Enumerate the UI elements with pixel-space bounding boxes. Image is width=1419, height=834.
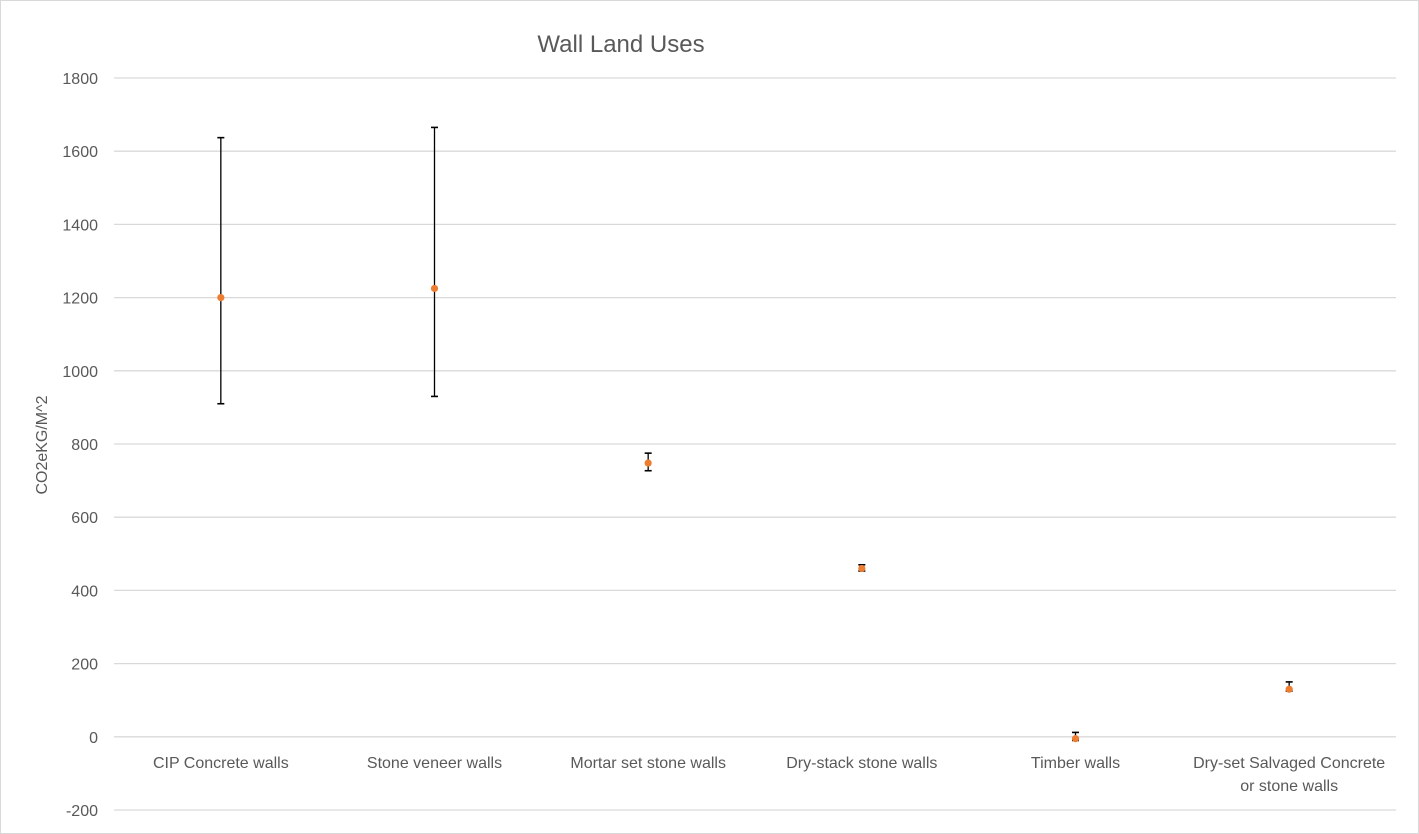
- x-tick-label: Dry-set Salvaged Concrete: [1193, 755, 1385, 772]
- y-tick-label: 1200: [62, 291, 98, 308]
- y-tick-label: 1000: [62, 364, 98, 381]
- y-tick-label: 1800: [62, 71, 98, 88]
- data-points: [217, 284, 1293, 743]
- y-tick-label: 800: [71, 437, 98, 454]
- x-tick-label: CIP Concrete walls: [153, 755, 289, 772]
- data-point: [1285, 685, 1293, 693]
- y-tick-label: 600: [71, 510, 98, 527]
- data-point: [217, 294, 225, 302]
- error-bar: [431, 126, 438, 398]
- data-point: [644, 459, 652, 467]
- data-point: [1071, 735, 1080, 743]
- x-tick-label: Timber walls: [1031, 755, 1120, 772]
- x-tick-label: Stone veneer walls: [367, 755, 502, 772]
- y-tick-label: 1400: [62, 217, 98, 234]
- y-tick-label: 400: [71, 583, 98, 600]
- data-point: [858, 564, 866, 573]
- y-axis-label: CO2eKG/M^2: [34, 395, 51, 494]
- data-point: [430, 284, 439, 293]
- y-tick-label: 200: [71, 657, 98, 674]
- gridlines: [114, 77, 1396, 811]
- error-bar: [217, 136, 225, 405]
- y-tick-label: -200: [66, 803, 98, 820]
- x-tick-label: Mortar set stone walls: [570, 755, 726, 772]
- y-axis-ticks: -200 0 200 400 600 800 1000 1200 1400 1600 1800: [62, 71, 98, 820]
- y-tick-label: 1600: [62, 144, 98, 161]
- error-bars: [217, 126, 1293, 742]
- x-tick-label: Dry-stack stone walls: [786, 755, 937, 772]
- y-tick-label: 0: [89, 730, 98, 747]
- x-axis-ticks: CIP Concrete walls Stone veneer walls Mort…: [153, 755, 1385, 795]
- x-tick-label: or stone walls: [1240, 778, 1338, 795]
- chart-title: Wall Land Uses: [537, 31, 705, 58]
